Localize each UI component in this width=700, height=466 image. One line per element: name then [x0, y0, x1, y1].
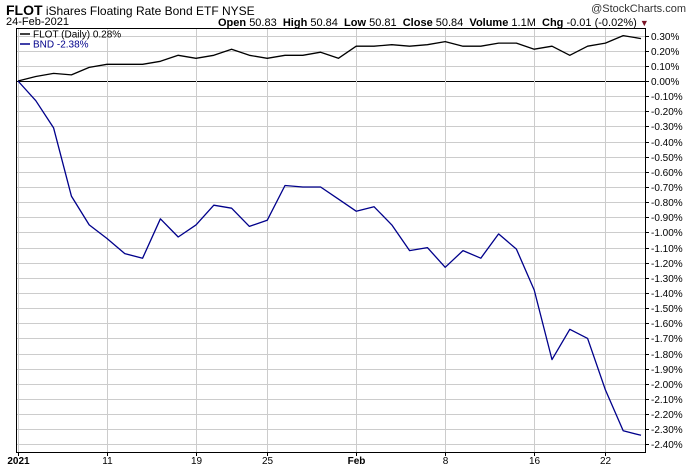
y-tick-label: -0.80% [651, 198, 683, 209]
series-lines [17, 34, 642, 436]
y-tick-label: -0.70% [651, 183, 683, 194]
y-tick-label: 0.00% [651, 77, 679, 88]
y-tick-label: -1.50% [651, 304, 683, 315]
y-tick-label: -1.40% [651, 289, 683, 300]
brand-watermark: @StockCharts.com [591, 3, 686, 15]
y-tick-label: -2.10% [651, 395, 683, 406]
chart-title: FLOT iShares Floating Rate Bond ETF NYSE [6, 2, 255, 18]
x-tick-label: 8 [443, 456, 449, 466]
y-tick-label: -2.20% [651, 410, 683, 421]
x-tick-labels: 2021 11 19 25 Feb 8 16 22 [7, 456, 611, 466]
x-tick-label: 19 [191, 456, 203, 466]
close-value: 50.84 [435, 17, 464, 29]
y-tick-label: -0.40% [651, 138, 683, 149]
y-tick-label: -0.30% [651, 122, 683, 133]
legend-bnd-label: BND -2.38% [33, 40, 89, 51]
x-tick-label: 25 [262, 456, 274, 466]
y-tick-label: -0.90% [651, 213, 683, 224]
exchange-label: NYSE [222, 4, 255, 18]
high-label: High [282, 17, 308, 29]
x-tick-label: 2021 [7, 456, 30, 466]
plot-frame [16, 28, 646, 453]
ticker-symbol: FLOT [6, 2, 43, 18]
y-tick-label: -1.30% [651, 274, 683, 285]
chart-date: 24-Feb-2021 [6, 16, 69, 28]
y-tick-label: -2.40% [651, 440, 683, 451]
y-tick-label: 0.10% [651, 62, 679, 73]
low-value: 50.81 [369, 17, 397, 29]
low-label: Low [344, 17, 367, 29]
x-tick-label: 16 [529, 456, 541, 466]
y-tick-label: -1.90% [651, 365, 683, 376]
axes [16, 28, 649, 456]
price-summary: Open 50.83 High 50.84 Low 50.81 Close 50… [218, 17, 649, 29]
grid-lines [16, 28, 645, 452]
x-tick-label: 11 [102, 456, 113, 466]
y-tick-label: -1.60% [651, 319, 683, 330]
y-tick-label: -1.20% [651, 259, 683, 270]
volume-label: Volume [469, 17, 509, 29]
x-tick-label: 22 [600, 456, 612, 466]
brand-text: @StockCharts.com [591, 3, 686, 15]
y-tick-label: -2.00% [651, 380, 683, 391]
change-label: Chg [542, 17, 564, 29]
high-value: 50.84 [310, 17, 338, 29]
close-label: Close [402, 17, 433, 29]
y-tick-label: 0.20% [651, 47, 679, 58]
flot-line [17, 34, 642, 82]
y-tick-labels: 0.30% 0.20% 0.10% 0.00% -0.10% -0.20% -0.30% -0… [651, 32, 683, 451]
bnd-line [17, 80, 642, 436]
y-tick-label: -0.20% [651, 107, 683, 118]
y-tick-label: -0.10% [651, 92, 683, 103]
y-tick-label: 0.30% [651, 32, 679, 43]
volume-value: 1.1M [511, 17, 536, 29]
y-tick-label: -0.60% [651, 168, 683, 179]
change-value: -0.01 (-0.02%) [566, 17, 637, 29]
y-tick-label: -2.30% [651, 425, 683, 436]
y-tick-label: -1.00% [651, 228, 683, 239]
x-tick-label: Feb [348, 456, 366, 466]
open-value: 50.83 [249, 17, 277, 29]
down-arrow-icon: ▼ [639, 18, 649, 28]
security-name: iShares Floating Rate Bond ETF [45, 4, 219, 18]
y-tick-label: -1.80% [651, 350, 683, 361]
legend: FLOT (Daily) 0.28%BND -2.38% [20, 30, 121, 51]
legend-flot-label: FLOT (Daily) 0.28% [33, 30, 121, 41]
y-tick-label: -1.70% [651, 334, 683, 345]
y-tick-label: -1.10% [651, 244, 683, 255]
open-label: Open [218, 17, 247, 29]
y-tick-label: -0.50% [651, 153, 683, 164]
